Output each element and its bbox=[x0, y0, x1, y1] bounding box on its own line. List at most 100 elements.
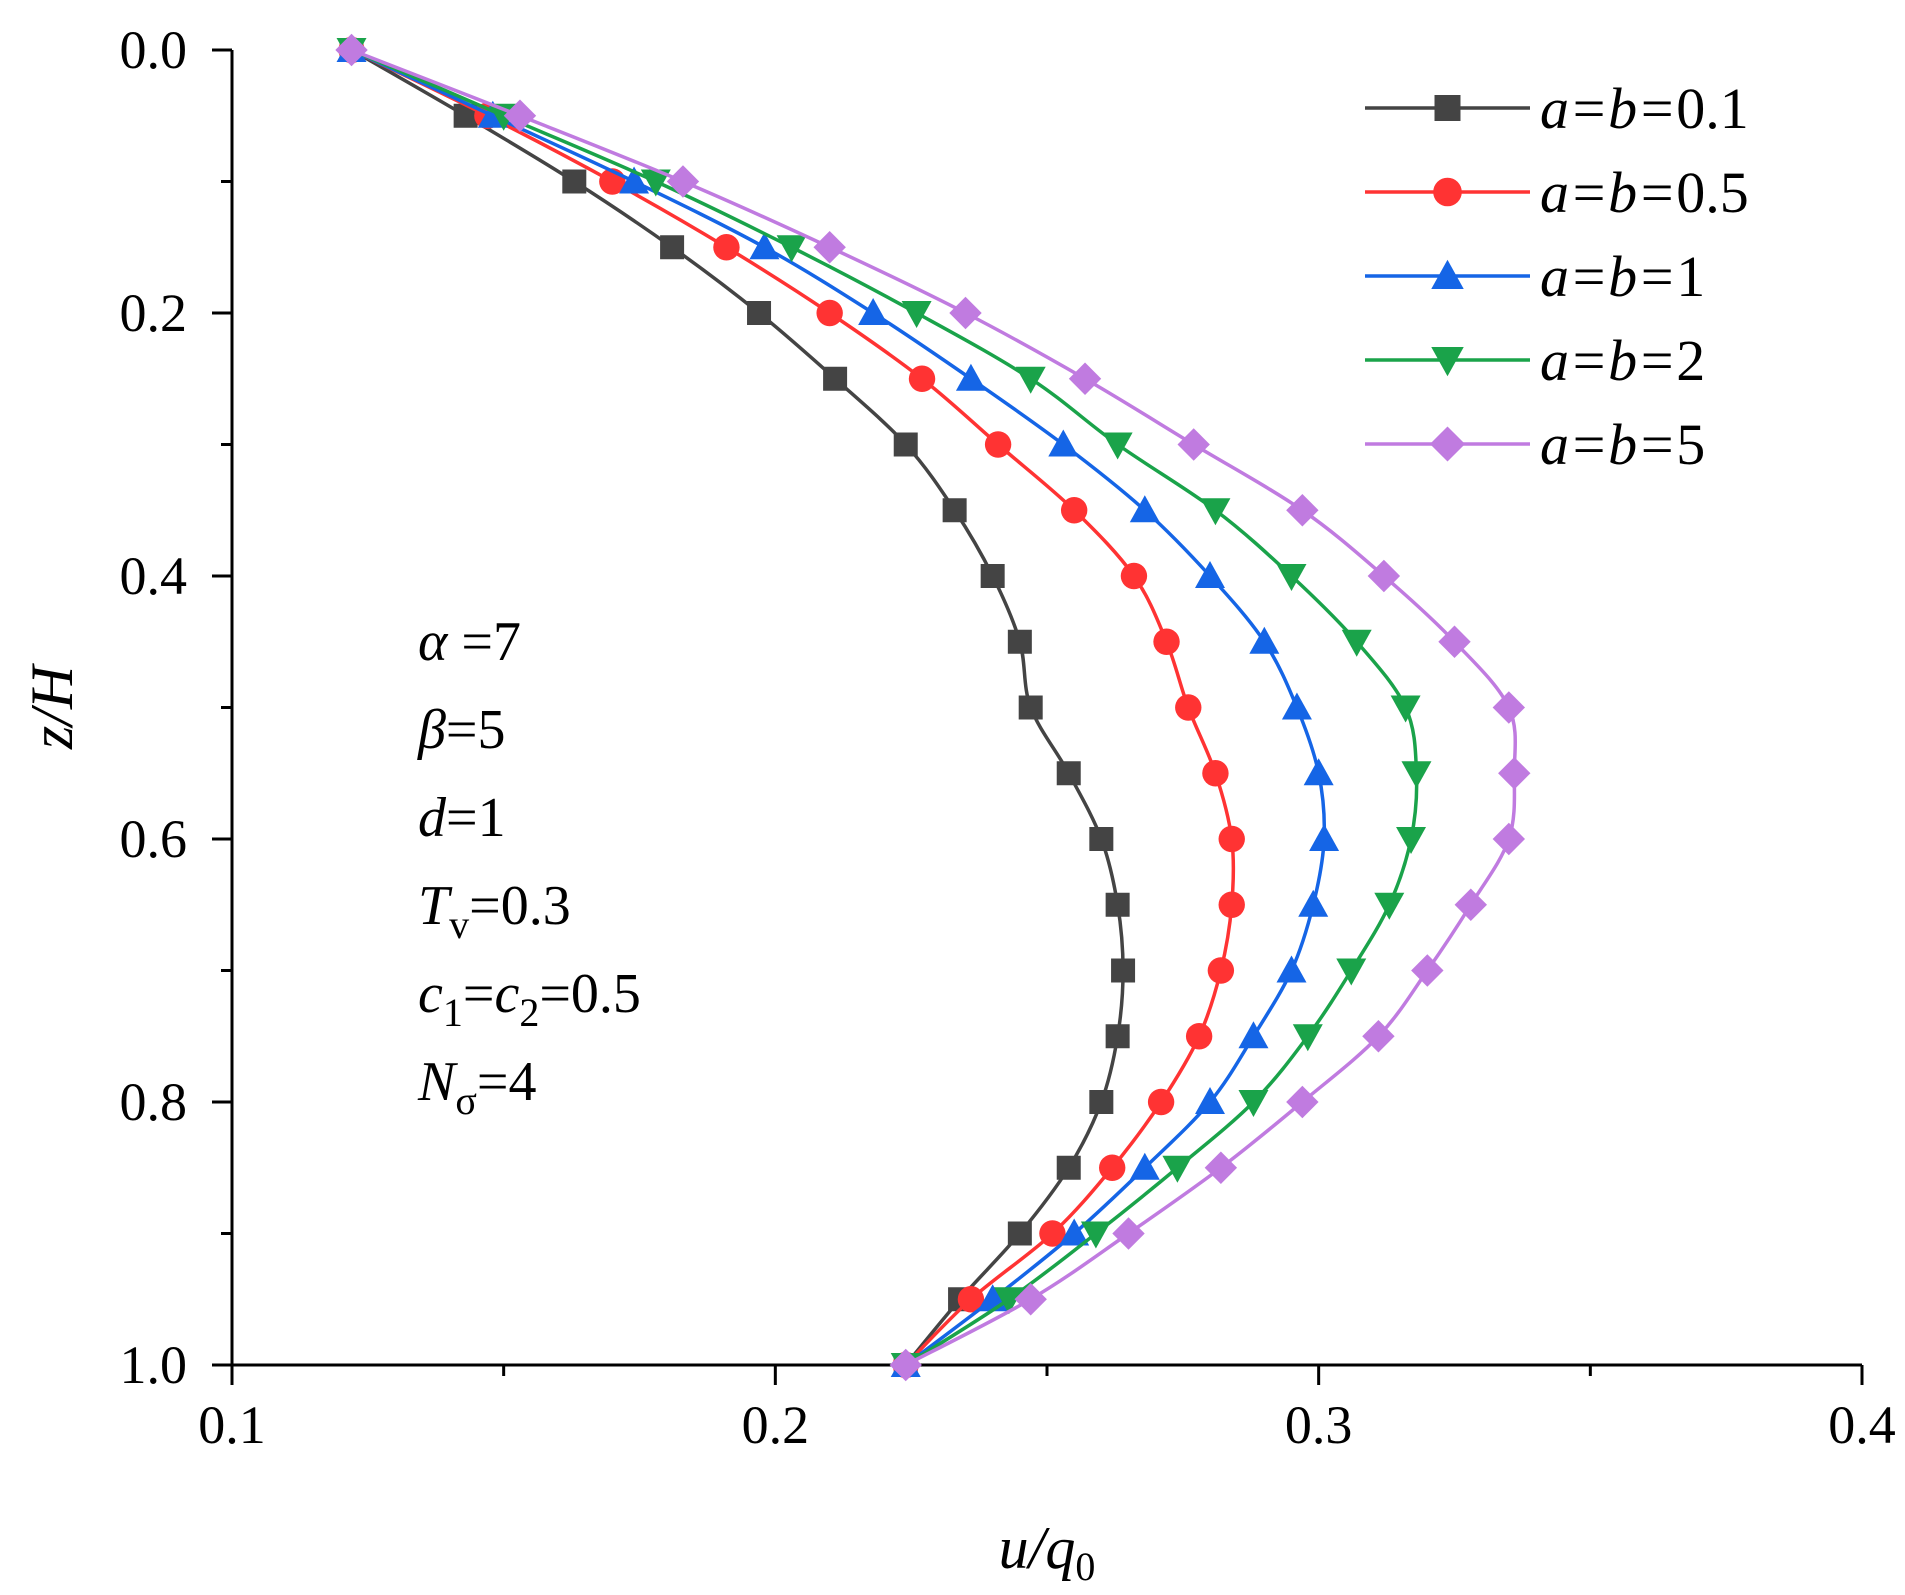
x-axis-title: u/q0 bbox=[999, 1515, 1096, 1589]
legend-label-var: a=b= bbox=[1540, 412, 1676, 477]
data-point bbox=[889, 1348, 922, 1382]
legend-item: a=b=5 bbox=[1365, 412, 1705, 477]
data-point bbox=[640, 169, 671, 197]
data-point bbox=[949, 296, 982, 330]
data-point bbox=[1007, 1221, 1032, 1246]
data-point bbox=[1102, 432, 1133, 460]
annotation-part: β bbox=[417, 699, 446, 761]
data-point bbox=[1059, 1218, 1090, 1246]
data-point bbox=[1309, 824, 1340, 851]
legend-label-var: a=b= bbox=[1540, 328, 1676, 393]
data-point bbox=[1336, 958, 1367, 986]
annotation-part: 1 bbox=[443, 990, 463, 1035]
parameter-annotation: β=5 bbox=[417, 699, 505, 761]
data-point bbox=[1018, 695, 1043, 720]
x-axis-title-sub: 0 bbox=[1075, 1544, 1095, 1589]
data-point bbox=[893, 432, 918, 457]
series-line bbox=[350, 48, 1518, 1367]
data-point bbox=[1367, 559, 1401, 593]
data-point bbox=[1498, 757, 1531, 790]
data-point bbox=[955, 363, 986, 391]
data-point bbox=[1207, 957, 1235, 984]
series-layer bbox=[335, 33, 1531, 1382]
annotation-part: = bbox=[463, 963, 495, 1025]
annotation-part: =4 bbox=[477, 1051, 537, 1113]
data-point bbox=[1341, 629, 1372, 657]
data-point bbox=[858, 298, 889, 325]
data-point bbox=[1238, 1021, 1269, 1049]
parameter-annotation: d=1 bbox=[418, 787, 506, 849]
legend-item: a=b=2 bbox=[1365, 328, 1705, 393]
data-point bbox=[1111, 958, 1136, 983]
x-tick-label: 0.4 bbox=[1828, 1395, 1896, 1455]
data-point bbox=[1195, 1087, 1225, 1114]
annotation-part: N bbox=[417, 1051, 458, 1113]
data-point bbox=[1048, 429, 1079, 457]
legend-label-var: a=b= bbox=[1540, 244, 1676, 309]
x-tick-label: 0.3 bbox=[1285, 1395, 1353, 1455]
annotation-part: v bbox=[449, 902, 469, 947]
data-point bbox=[1112, 1217, 1145, 1250]
axes: 0.1 0.2 0.3 0.4 0.0 0.2 0.4 0.6 0.8 1.0 u/q0 z/H bbox=[19, 20, 1896, 1589]
data-point bbox=[1276, 564, 1307, 591]
data-point bbox=[942, 498, 967, 523]
legend: a=b=0.1a=b=0.5a=b=1a=b=2a=b=5 bbox=[1365, 76, 1749, 477]
data-point bbox=[1218, 825, 1245, 853]
data-point bbox=[1238, 1090, 1269, 1117]
data-point bbox=[1129, 495, 1160, 523]
data-point bbox=[1286, 1085, 1319, 1119]
data-point bbox=[1129, 1152, 1160, 1180]
data-point bbox=[619, 166, 650, 194]
legend-label: a=b=5 bbox=[1540, 412, 1705, 477]
data-point bbox=[1390, 695, 1421, 723]
data-point bbox=[776, 235, 807, 263]
data-point bbox=[1089, 1090, 1114, 1114]
data-point bbox=[1298, 889, 1329, 917]
legend-item: a=b=0.5 bbox=[1365, 160, 1749, 225]
legend-label: a=b=1 bbox=[1540, 244, 1705, 309]
data-point bbox=[1105, 892, 1130, 917]
data-point bbox=[1454, 888, 1487, 921]
y-tick-label: 0.4 bbox=[120, 546, 188, 606]
data-point bbox=[1438, 625, 1471, 658]
annotation-part: c bbox=[494, 963, 519, 1025]
legend-label-value: 5 bbox=[1676, 412, 1705, 477]
data-point bbox=[1120, 562, 1148, 590]
data-point bbox=[1401, 761, 1432, 789]
data-point bbox=[1056, 761, 1081, 786]
y-tick-label: 0.2 bbox=[120, 283, 188, 343]
data-point bbox=[1202, 760, 1229, 787]
data-point bbox=[984, 431, 1012, 458]
data-point bbox=[1153, 628, 1180, 655]
legend-label: a=b=2 bbox=[1540, 328, 1705, 393]
annotation-part: T bbox=[418, 875, 453, 937]
data-point bbox=[1281, 692, 1312, 720]
data-point bbox=[1089, 827, 1114, 851]
data-point bbox=[980, 564, 1005, 588]
data-point bbox=[1185, 1023, 1213, 1050]
legend-item: a=b=0.1 bbox=[1365, 76, 1749, 141]
data-point bbox=[908, 365, 936, 392]
x-tick-label: 0.1 bbox=[198, 1395, 266, 1455]
data-point bbox=[1200, 498, 1231, 526]
data-point bbox=[666, 165, 700, 198]
x-tick-label: 0.2 bbox=[742, 1395, 810, 1455]
data-point bbox=[713, 234, 740, 261]
legend-item: a=b=1 bbox=[1365, 244, 1705, 309]
data-point bbox=[1374, 892, 1405, 920]
parameter-annotation: Tv=0.3 bbox=[418, 875, 571, 947]
data-point bbox=[1099, 1154, 1126, 1181]
annotations: α =7β=5d=1Tv=0.3c1=c2=0.5Nσ=4 bbox=[417, 611, 641, 1123]
y-axis-title: z/H bbox=[19, 662, 85, 750]
legend-label-value: 0.1 bbox=[1676, 76, 1749, 141]
data-point bbox=[1007, 629, 1032, 654]
annotation-part: =7 bbox=[447, 611, 521, 673]
legend-label-value: 1 bbox=[1676, 244, 1705, 309]
annotation-part: c bbox=[418, 963, 443, 1025]
data-point bbox=[1286, 494, 1319, 527]
data-point bbox=[335, 33, 368, 67]
data-point bbox=[1492, 691, 1526, 724]
data-point bbox=[1056, 1155, 1081, 1180]
